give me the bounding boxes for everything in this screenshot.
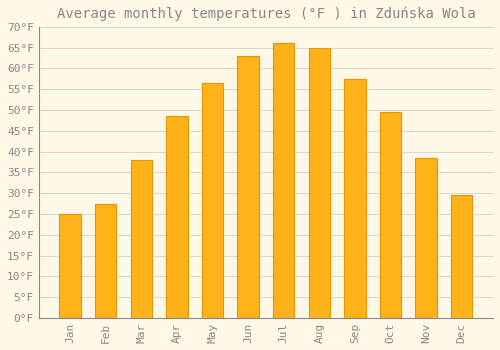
Bar — [451, 195, 472, 318]
Bar — [416, 158, 437, 318]
Bar — [202, 83, 223, 318]
Bar — [130, 160, 152, 318]
Bar — [95, 204, 116, 318]
Bar — [380, 112, 401, 318]
Bar — [344, 79, 366, 318]
Title: Average monthly temperatures (°F ) in Zduńska Wola: Average monthly temperatures (°F ) in Zd… — [56, 7, 476, 21]
Bar — [60, 214, 81, 318]
Bar — [273, 43, 294, 318]
Bar — [238, 56, 259, 318]
Bar — [166, 116, 188, 318]
Bar — [308, 48, 330, 318]
